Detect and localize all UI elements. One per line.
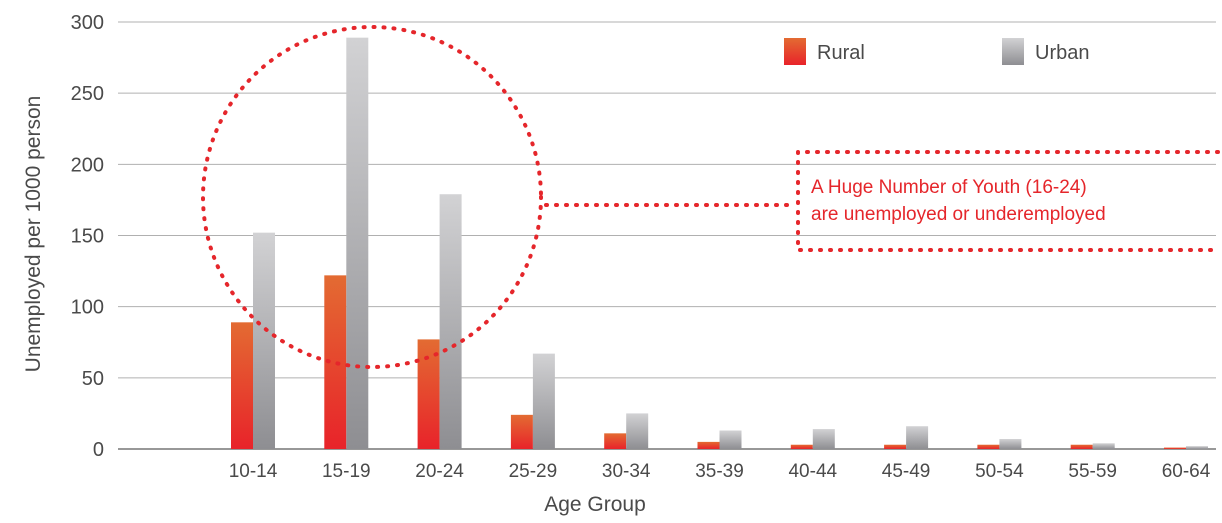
x-tick-label: 60-64	[1162, 461, 1211, 482]
annotation-circle	[201, 25, 543, 369]
bar-urban-60-64	[1186, 446, 1208, 449]
x-tick-label: 50-54	[975, 461, 1024, 482]
x-axis-ticks: 10-14 15-19 20-24 25-29 30-34 35-39 40-44 45-49…	[229, 461, 1211, 482]
y-axis-title: Unemployed per 1000 person	[22, 96, 45, 373]
gridlines	[118, 21, 1216, 450]
bar-urban-35-39	[719, 430, 742, 449]
bar-rural-25-29	[510, 414, 533, 449]
annotation-line-1: A Huge Number of Youth (16-24)	[811, 177, 1087, 198]
x-tick-label: 25-29	[509, 461, 558, 482]
annotation-line-2: are unemployed or underemployed	[811, 204, 1106, 225]
y-tick-label: 50	[82, 368, 104, 390]
bar-rural-55-59	[1070, 444, 1093, 449]
bar-rural-30-34	[604, 433, 627, 449]
annotation-box	[796, 150, 1220, 252]
x-tick-label: 15-19	[322, 461, 371, 482]
annotation: A Huge Number of Youth (16-24) are unemp…	[201, 25, 1220, 369]
x-tick-label: 55-59	[1068, 461, 1117, 482]
y-tick-label: 300	[71, 12, 104, 34]
legend-label-rural: Rural	[817, 42, 865, 64]
legend: Rural Urban	[784, 38, 1089, 65]
bar-urban-30-34	[626, 413, 649, 449]
bar-rural-35-39	[697, 441, 720, 449]
y-tick-label: 100	[71, 297, 104, 319]
bar-rural-20-24	[417, 339, 440, 449]
x-tick-label: 45-49	[882, 461, 931, 482]
bar-urban-55-59	[1092, 443, 1115, 449]
x-tick-label: 30-34	[602, 461, 651, 482]
bar-rural-15-19	[324, 275, 347, 449]
bar-urban-50-54	[999, 439, 1022, 449]
bar-rural-10-14	[231, 322, 253, 449]
legend-swatch-rural	[784, 38, 806, 65]
bar-urban-10-14	[253, 232, 275, 449]
x-tick-label: 35-39	[695, 461, 744, 482]
bars	[231, 37, 1208, 449]
y-axis-ticks: 0 50 100 150 200 250 300	[71, 12, 104, 461]
bar-rural-60-64	[1164, 447, 1186, 449]
bar-urban-45-49	[906, 426, 929, 449]
y-tick-label: 0	[93, 439, 104, 461]
bar-urban-40-44	[812, 429, 835, 449]
legend-label-urban: Urban	[1035, 42, 1089, 64]
x-axis-title: Age Group	[544, 493, 646, 516]
bar-urban-15-19	[346, 37, 369, 449]
x-tick-label: 40-44	[788, 461, 837, 482]
bar-rural-40-44	[790, 444, 813, 449]
x-tick-label: 20-24	[415, 461, 464, 482]
bar-rural-50-54	[977, 444, 1000, 449]
y-tick-label: 200	[71, 154, 104, 176]
bar-urban-25-29	[532, 353, 555, 449]
bar-urban-20-24	[439, 194, 462, 449]
x-tick-label: 10-14	[229, 461, 278, 482]
legend-swatch-urban	[1002, 38, 1024, 65]
y-tick-label: 150	[71, 226, 104, 248]
y-tick-label: 250	[71, 83, 104, 105]
bar-rural-45-49	[884, 444, 907, 449]
